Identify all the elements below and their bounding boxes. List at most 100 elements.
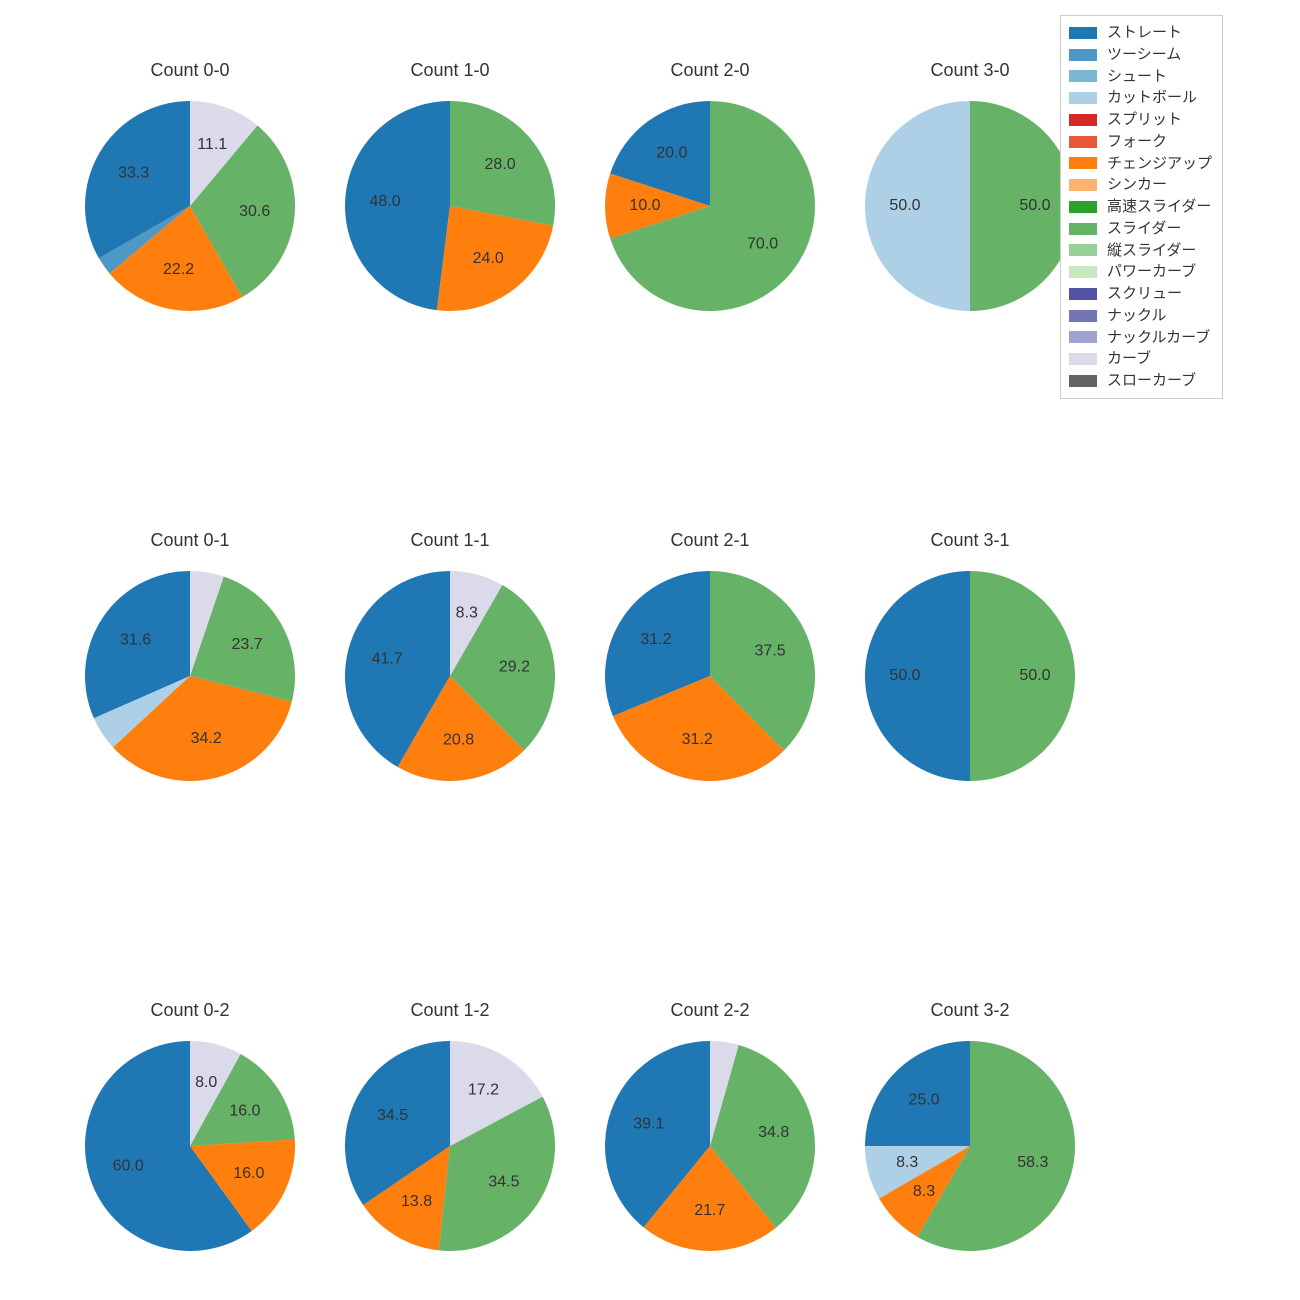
legend-item: カーブ [1069,348,1212,370]
slice-value: 50.0 [1019,197,1050,214]
slice-value: 31.6 [120,632,151,649]
pie-chart: Count 3-150.050.0 [840,530,1100,790]
legend-label: フォーク [1107,131,1167,153]
legend-item: 高速スライダー [1069,196,1212,218]
legend-label: スクリュー [1107,283,1182,305]
legend-label: 縦スライダー [1107,240,1196,262]
chart-title: Count 3-2 [840,1000,1100,1021]
legend-swatch [1069,310,1097,322]
legend-swatch [1069,136,1097,148]
slice-value: 50.0 [889,197,920,214]
slice-value: 39.1 [633,1115,664,1132]
slice-value: 33.3 [118,165,149,182]
pie-wrap: 50.0 50.0 [860,96,1080,316]
slice-value: 34.5 [488,1174,519,1191]
slice-value: 8.3 [456,604,478,621]
legend-item: パワーカーブ [1069,261,1212,283]
slice-value: 31.2 [682,731,713,748]
legend-item: シュート [1069,66,1212,88]
slice-value: 13.8 [401,1193,432,1210]
legend-swatch [1069,70,1097,82]
pie-wrap: 25.08.38.358.3 [860,1036,1080,1256]
legend-swatch [1069,49,1097,61]
pie-chart: Count 1-234.513.834.517.2 [320,1000,580,1260]
legend-label: スプリット [1107,109,1182,131]
slice-value: 50.0 [1019,667,1050,684]
slice-value: 41.7 [372,650,403,667]
pie-chart: Count 1-0 48.0 24.0 28.0 [320,60,580,320]
slice-value: 24.0 [473,250,504,267]
legend-swatch [1069,92,1097,104]
legend-label: シンカー [1107,174,1167,196]
legend-label: ツーシーム [1107,44,1181,66]
legend-swatch [1069,353,1097,365]
slice-value: 16.0 [229,1102,260,1119]
legend-label: カットボール [1107,87,1197,109]
legend-item: 縦スライダー [1069,240,1212,262]
slice-value: 31.2 [640,631,671,648]
legend-label: スライダー [1107,218,1181,240]
legend-item: チェンジアップ [1069,153,1212,175]
legend-swatch [1069,244,1097,256]
pie-wrap: 39.121.734.8 [600,1036,820,1256]
pie-chart: Count 0-131.634.223.7 [60,530,320,790]
legend-label: パワーカーブ [1107,261,1196,283]
legend-label: 高速スライダー [1107,196,1211,218]
pie-wrap: 20.0 10.0 70.0 [600,96,820,316]
legend-swatch [1069,27,1097,39]
pie-chart: Count 0-2 60.0 16.0 16.0 8.0 [60,1000,320,1260]
slice-value: 50.0 [889,667,920,684]
legend-item: スプリット [1069,109,1212,131]
pie-wrap: 31.634.223.7 [80,566,300,786]
slice-value: 70.0 [747,235,778,252]
legend-swatch [1069,266,1097,278]
legend-swatch [1069,223,1097,235]
legend-item: ナックル [1069,305,1212,327]
chart-title: Count 2-2 [580,1000,840,1021]
chart-title: Count 0-1 [60,530,320,551]
pie-wrap: 31.2 31.2 37.5 [600,566,820,786]
slice-value: 34.2 [191,730,222,747]
legend-item: カットボール [1069,87,1212,109]
slice-value: 21.7 [694,1202,725,1219]
pie-chart: Count 2-239.121.734.8 [580,1000,840,1260]
legend-item: フォーク [1069,131,1212,153]
legend-swatch [1069,331,1097,343]
slice-value: 48.0 [370,193,401,210]
pie-chart: Count 2-1 31.2 31.2 37.5 [580,530,840,790]
slice-value: 8.3 [913,1183,935,1200]
slice-value: 28.0 [485,156,516,173]
slice-value: 58.3 [1017,1154,1048,1171]
legend-item: シンカー [1069,174,1212,196]
pie-wrap: 41.720.829.28.3 [340,566,560,786]
chart-title: Count 1-2 [320,1000,580,1021]
slice-value: 22.2 [163,261,194,278]
chart-title: Count 0-0 [60,60,320,81]
legend-item: スクリュー [1069,283,1212,305]
slice-value: 8.0 [195,1074,217,1091]
slice-value: 16.0 [233,1165,264,1182]
slice-value: 25.0 [908,1091,939,1108]
legend-swatch [1069,157,1097,169]
slice-value: 10.0 [629,197,660,214]
slice-value: 60.0 [113,1157,144,1174]
chart-title: Count 1-0 [320,60,580,81]
legend-item: スローカーブ [1069,370,1212,392]
slice-value: 37.5 [755,642,786,659]
slice-value: 20.8 [443,732,474,749]
legend-swatch [1069,114,1097,126]
pie-chart: Count 3-225.08.38.358.3 [840,1000,1100,1260]
chart-title: Count 2-0 [580,60,840,81]
legend-swatch [1069,201,1097,213]
slice-value: 11.1 [197,136,227,153]
pie-wrap: 34.513.834.517.2 [340,1036,560,1256]
chart-grid: Count 0-033.322.230.611.1Count 1-048.024… [0,0,1300,1300]
pie-chart: Count 0-033.322.230.611.1 [60,60,320,320]
legend-swatch [1069,375,1097,387]
legend-item: ナックルカーブ [1069,327,1212,349]
slice-value: 20.0 [656,145,687,162]
chart-title: Count 2-1 [580,530,840,551]
slice-value: 34.5 [377,1107,408,1124]
chart-title: Count 0-2 [60,1000,320,1021]
pie-wrap: 48.0 24.0 28.0 [340,96,560,316]
